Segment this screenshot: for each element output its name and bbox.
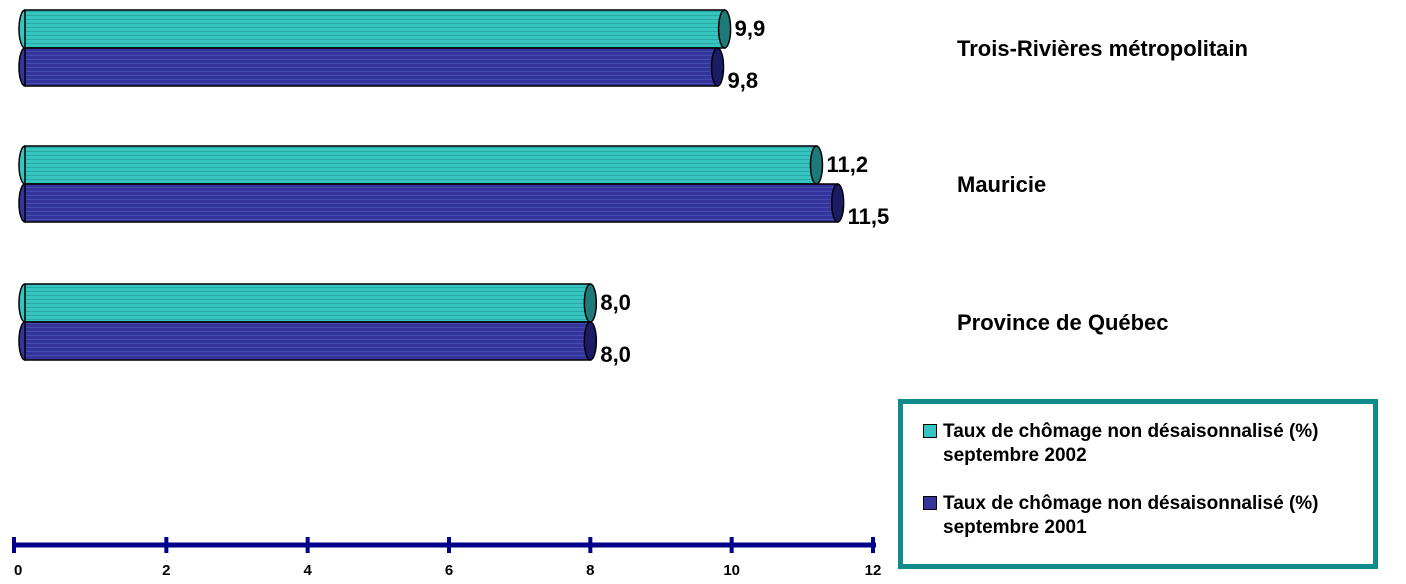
x-tick-label-6: 6 xyxy=(445,562,453,579)
legend-label-2001: Taux de chômage non désaisonnalisé (%) s… xyxy=(943,493,1319,538)
x-tick-label-10: 10 xyxy=(723,562,740,579)
bar-series-2-3 xyxy=(24,321,592,361)
bar-end-cap-series-2-2 xyxy=(830,183,845,223)
bar-series-2-1 xyxy=(24,47,719,87)
bar-end-cap-series-1-3 xyxy=(583,283,598,323)
bar-series-1-1 xyxy=(24,9,726,49)
bar-series-1-3 xyxy=(24,283,592,323)
value-label-series-2-1: 9,8 xyxy=(728,68,759,93)
category-label-1: Trois-Rivières métropolitain xyxy=(957,36,1248,61)
value-label-series-1-2: 11,2 xyxy=(826,152,868,177)
value-label-series-1-1: 9,9 xyxy=(735,16,766,41)
bar-series-1-2 xyxy=(24,145,818,185)
x-tick-label-0: 0 xyxy=(14,562,22,579)
category-labels-layer: Trois-Rivières métropolitain Mauricie Prov… xyxy=(957,36,1248,335)
value-label-series-2-2: 11,5 xyxy=(848,204,890,229)
x-tick-label-8: 8 xyxy=(586,562,594,579)
category-label-3: Province de Québec xyxy=(957,310,1169,335)
bar-end-cap-series-2-1 xyxy=(710,47,725,87)
x-axis: 0 2 4 6 8 10 12 xyxy=(12,537,881,579)
bar-end-cap-series-1-2 xyxy=(809,145,824,185)
legend-swatch-2001 xyxy=(923,496,937,510)
value-label-series-2-3: 8,0 xyxy=(600,342,631,367)
bar-end-cap-series-1-1 xyxy=(717,9,732,49)
category-label-2: Mauricie xyxy=(957,172,1046,197)
legend-label-2002: Taux de chômage non désaisonnalisé (%) s… xyxy=(943,421,1319,466)
legend-swatch-2002 xyxy=(923,424,937,438)
legend: Taux de chômage non désaisonnalisé (%) s… xyxy=(898,399,1378,569)
bar-series-2-2 xyxy=(24,183,839,223)
value-label-series-1-3: 8,0 xyxy=(600,290,631,315)
x-tick-label-2: 2 xyxy=(162,562,170,579)
bar-end-cap-series-2-3 xyxy=(583,321,598,361)
x-tick-label-12: 12 xyxy=(865,562,882,579)
bars-layer xyxy=(18,9,845,361)
value-labels-layer: 9,9 9,8 11,2 11,5 8,0 8,0 xyxy=(600,16,889,367)
x-tick-label-4: 4 xyxy=(303,562,312,579)
